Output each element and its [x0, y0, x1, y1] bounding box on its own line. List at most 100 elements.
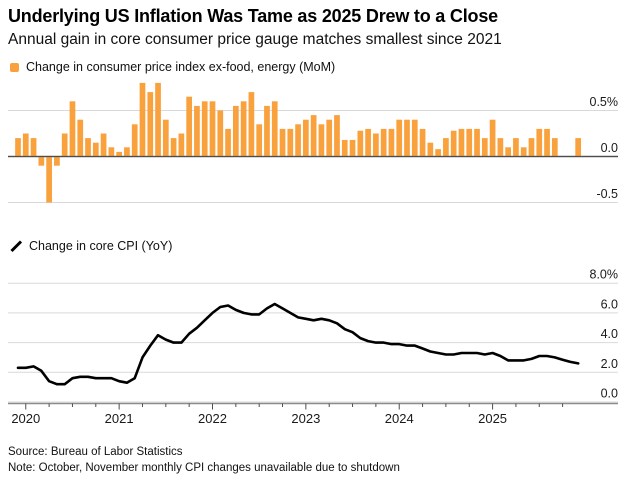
page-title: Underlying US Inflation Was Tame as 2025…: [8, 6, 498, 26]
bar: [505, 147, 511, 157]
bar: [209, 101, 216, 157]
svg-text:0.5%: 0.5%: [590, 95, 619, 109]
bar: [427, 142, 434, 157]
bar: [411, 119, 418, 157]
year-label: 2024: [385, 411, 414, 426]
bar: [551, 138, 558, 157]
bar: [201, 101, 208, 157]
svg-text:-0.5: -0.5: [596, 187, 618, 201]
svg-text:4.0: 4.0: [601, 327, 618, 341]
year-label: 2023: [291, 411, 320, 426]
note-text: Note: October, November monthly CPI chan…: [8, 462, 400, 474]
bar: [77, 119, 84, 157]
bar: [186, 96, 193, 157]
bar: [248, 92, 255, 157]
subtitle: Annual gain in core consumer price gauge…: [8, 31, 502, 48]
line-chart-grid: 8.0% 6.0 4.0 2.0 0.0: [8, 268, 619, 403]
bar: [46, 156, 52, 203]
bar: [575, 138, 582, 157]
bar: [30, 138, 37, 157]
bar: [310, 115, 317, 157]
bar: [155, 82, 161, 157]
bar: [318, 124, 325, 157]
bar-series: [15, 82, 582, 203]
bar: [396, 119, 403, 157]
bar: [341, 139, 348, 157]
bar: [54, 156, 60, 166]
year-label: 2020: [11, 411, 40, 426]
bar: [450, 130, 457, 157]
legend-yoy-label: Change in core CPI (YoY): [29, 239, 173, 253]
bar: [15, 138, 21, 157]
svg-text:6.0: 6.0: [601, 297, 618, 311]
bar: [489, 119, 496, 157]
bar: [287, 128, 294, 157]
bar: [271, 101, 278, 157]
bar: [139, 82, 146, 157]
bar: [443, 138, 449, 157]
bar: [225, 128, 231, 157]
bar: [497, 138, 504, 157]
svg-text:0.0: 0.0: [601, 387, 618, 401]
year-label: 2021: [105, 411, 134, 426]
bar: [435, 149, 441, 157]
bar: [256, 124, 263, 157]
bar: [232, 105, 239, 157]
bar: [92, 142, 99, 157]
svg-text:0.0: 0.0: [601, 141, 618, 155]
bar: [536, 128, 543, 157]
bar: [124, 147, 130, 157]
bar: [334, 115, 340, 157]
bar: [544, 128, 550, 157]
bar: [474, 128, 480, 157]
bar: [108, 147, 115, 157]
bar: [38, 156, 45, 166]
bar: [466, 128, 473, 157]
bar: [373, 133, 379, 157]
bar: [326, 119, 333, 157]
bar: [85, 138, 91, 157]
year-label: 2025: [478, 411, 507, 426]
bar: [295, 124, 301, 157]
bar: [69, 101, 76, 157]
bar: [61, 133, 68, 157]
bar: [481, 138, 488, 157]
x-axis: 2020 2021 2022 2023 2024 2025: [8, 402, 618, 426]
bar: [365, 128, 371, 157]
bar: [349, 139, 356, 157]
legend-mom-bars: Change in consumer price index ex-food, …: [10, 60, 335, 74]
legend-mom-label: Change in consumer price index ex-food, …: [26, 60, 336, 74]
footer: Source: Bureau of Labor Statistics Note:…: [8, 444, 400, 476]
bar: [513, 138, 519, 157]
bar: [100, 133, 107, 157]
bar: [116, 151, 122, 157]
bar: [388, 128, 395, 157]
bar: [303, 119, 309, 157]
orange-square-swatch-icon: [10, 62, 19, 72]
bar: [240, 101, 247, 157]
source-text: Source: Bureau of Labor Statistics: [8, 446, 183, 458]
bar: [264, 105, 270, 157]
bar: [194, 105, 200, 157]
bar: [279, 128, 286, 157]
bar: [458, 128, 465, 157]
year-label: 2022: [198, 411, 227, 426]
bar: [520, 147, 527, 157]
bar: [217, 110, 224, 157]
bar: [419, 128, 426, 157]
line-slash-swatch-icon: [10, 239, 23, 252]
svg-text:2.0: 2.0: [601, 357, 618, 371]
bar: [404, 119, 410, 157]
bar: [528, 138, 535, 157]
bar: [170, 138, 177, 157]
bar: [131, 124, 138, 157]
bar: [147, 92, 154, 157]
core-cpi-yoy-line: [16, 302, 580, 386]
bar: [22, 133, 29, 157]
legend-yoy-line: Change in core CPI (YoY): [10, 239, 172, 253]
svg-text:8.0%: 8.0%: [590, 268, 619, 282]
bar: [357, 130, 364, 157]
bar: [380, 128, 387, 157]
